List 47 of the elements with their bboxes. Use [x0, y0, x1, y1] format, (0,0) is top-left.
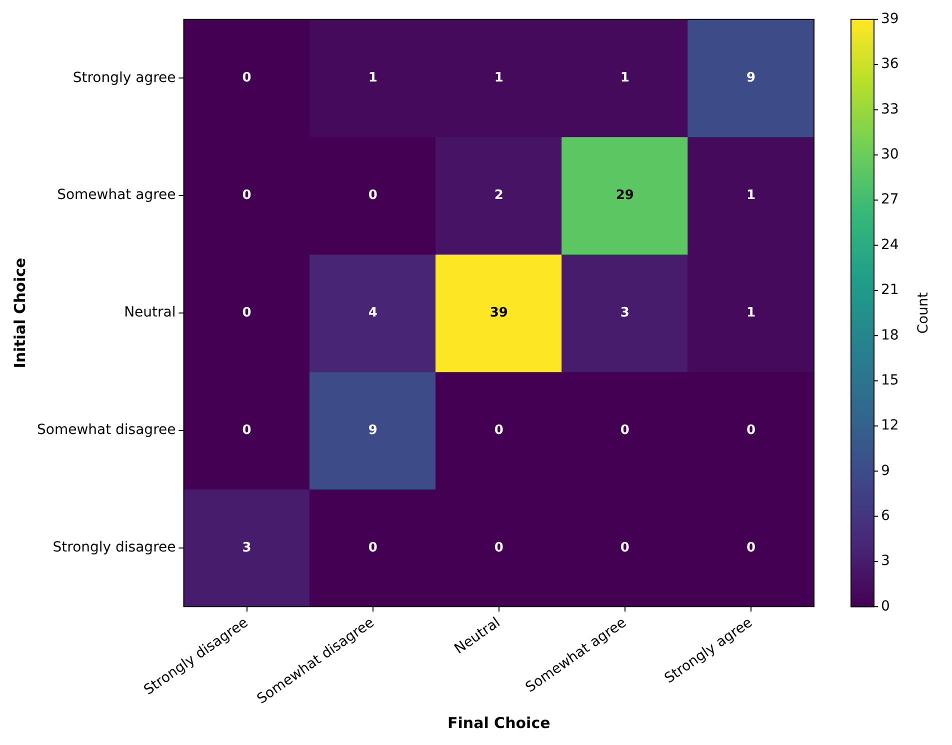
data-label: 39: [490, 305, 508, 320]
data-label: 0: [620, 540, 630, 556]
color-bar-label: 3: [881, 553, 890, 570]
y-axis-title: Initial Choice: [10, 258, 29, 368]
data-label: 0: [620, 422, 630, 438]
color-bar-label: 27: [881, 192, 899, 208]
color-bar-label: 6: [881, 508, 890, 524]
data-label: 0: [242, 422, 252, 438]
data-label: 0: [368, 188, 378, 203]
data-label: 29: [616, 188, 634, 203]
data-label: 2: [494, 188, 504, 203]
data-label: 0: [242, 305, 252, 320]
data-label: 0: [242, 188, 252, 203]
data-label: 4: [368, 305, 378, 320]
data-label: 3: [620, 305, 630, 320]
color-bar-label: 30: [881, 146, 899, 163]
data-label: 1: [620, 70, 630, 86]
y-tick-label: Strongly disagree: [52, 540, 176, 556]
data-label: 0: [746, 540, 756, 556]
data-label: 0: [242, 70, 252, 86]
color-bar-label: 33: [881, 101, 899, 118]
data-label: 1: [746, 305, 756, 320]
color-bar-label: 9: [881, 462, 890, 479]
data-label: 0: [746, 422, 756, 438]
color-bar-label: 39: [881, 11, 899, 28]
color-bar-label: 12: [881, 418, 899, 434]
data-label: 0: [368, 540, 378, 556]
data-label: 9: [746, 70, 756, 86]
color-bar-label: 24: [881, 236, 899, 253]
y-tick-label: Somewhat agree: [57, 187, 176, 204]
color-bar-title: Count: [916, 292, 932, 334]
color-bar-label: 15: [881, 372, 899, 388]
data-label: 0: [494, 540, 504, 556]
y-tick-label: Neutral: [124, 304, 176, 321]
y-tick-label: Somewhat disagree: [36, 422, 176, 438]
data-label: 0: [494, 422, 504, 438]
color-bar-label: 0: [881, 598, 890, 614]
color-bar-label: 21: [881, 282, 899, 298]
color-bar-label: 18: [881, 327, 899, 344]
data-label: 9: [368, 422, 378, 438]
data-label: 1: [746, 188, 756, 203]
x-axis-title: Final Choice: [447, 714, 550, 732]
data-label: 1: [368, 70, 378, 86]
data-label: 3: [242, 540, 252, 556]
color-bar-label: 36: [881, 56, 899, 72]
y-tick-label: Strongly agree: [72, 70, 176, 86]
data-label: 1: [494, 70, 504, 86]
